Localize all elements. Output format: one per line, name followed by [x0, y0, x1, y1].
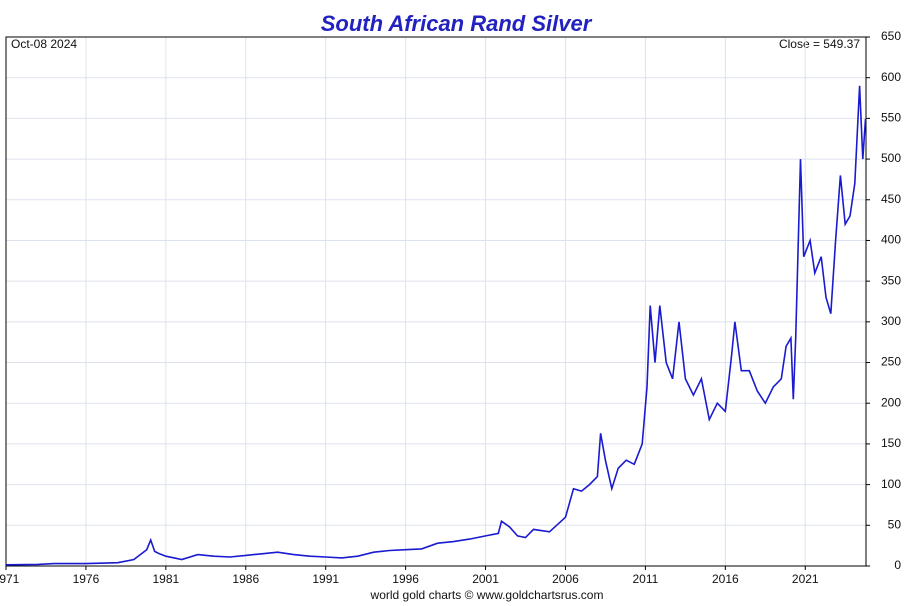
- x-tick-label: 2001: [472, 572, 499, 586]
- y-tick-label: 0: [894, 558, 901, 572]
- y-tick-label: 100: [881, 477, 901, 491]
- price-line: [5, 85, 867, 566]
- footer: world gold charts © www.goldchartsrus.co…: [370, 588, 604, 602]
- y-tick-label: 400: [881, 233, 901, 247]
- plot-frame: [5, 36, 867, 567]
- y-tick-label: 550: [881, 111, 901, 125]
- chart-title: South African Rand Silver: [321, 11, 593, 36]
- x-tick-label: 2016: [712, 572, 739, 586]
- x-tick-label: 1981: [152, 572, 179, 586]
- x-tick-label: 1976: [73, 572, 100, 586]
- x-tick-label: 1971: [0, 572, 20, 586]
- y-tick-label: 200: [881, 395, 901, 409]
- y-tick-label: 450: [881, 192, 901, 206]
- x-tick-label: 2011: [632, 572, 658, 586]
- y-tick-label: 50: [888, 517, 902, 531]
- y-tick-label: 350: [881, 273, 901, 287]
- x-tick-label: 1991: [312, 572, 339, 586]
- x-tick-label: 1996: [392, 572, 419, 586]
- x-tick-label: 2006: [552, 572, 579, 586]
- x-tick-label: 1986: [232, 572, 259, 586]
- y-tick-label: 300: [881, 314, 901, 328]
- x-tick-label: 2021: [792, 572, 819, 586]
- y-tick-label: 500: [881, 151, 901, 165]
- close-label: Close = 549.37: [779, 37, 860, 51]
- y-tick-label: 650: [881, 29, 901, 43]
- y-tick-label: 600: [881, 70, 901, 84]
- y-tick-label: 250: [881, 355, 901, 369]
- y-tick-label: 150: [881, 436, 901, 450]
- date-label: Oct-08 2024: [11, 37, 77, 51]
